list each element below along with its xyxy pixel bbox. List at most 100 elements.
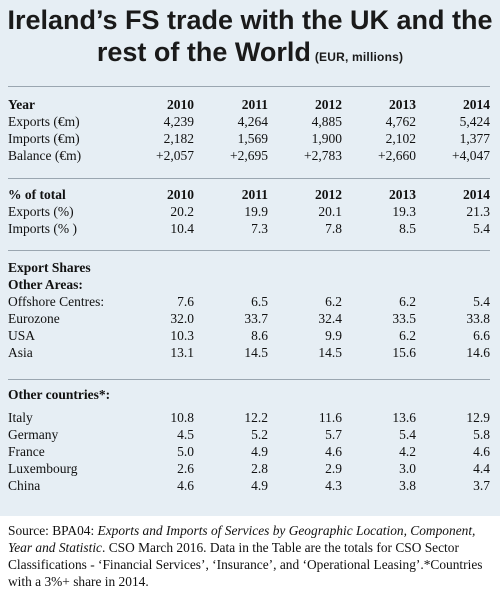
data-cell: 4.6 [325, 444, 342, 459]
table-section-values: Year 2010 2011 2012 2013 2014 Exports (€… [8, 96, 490, 164]
data-cell: 4.9 [251, 444, 268, 459]
data-cell: 21.3 [466, 204, 490, 219]
column-header: 2011 [241, 97, 268, 112]
data-cell: 11.6 [318, 410, 342, 425]
data-cell: 4.9 [251, 478, 268, 493]
row-label: Luxembourg [8, 461, 78, 476]
table-row: Imports (€m) 2,182 1,569 1,900 2,102 1,3… [8, 130, 490, 147]
column-header: 2012 [315, 97, 342, 112]
data-cell: 13.1 [170, 345, 194, 360]
data-cell: 5.8 [473, 427, 490, 442]
data-cell: 6.2 [399, 294, 416, 309]
data-cell: 1,900 [311, 131, 342, 146]
column-header: 2010 [167, 187, 194, 202]
table-row: France 5.0 4.9 4.6 4.2 4.6 [8, 443, 490, 460]
data-cell: 32.0 [170, 311, 194, 326]
row-label: Offshore Centres: [8, 294, 105, 309]
table-row: Exports (€m) 4,239 4,264 4,885 4,762 5,4… [8, 113, 490, 130]
data-cell: 2,182 [163, 131, 194, 146]
data-cell: 8.5 [399, 221, 416, 236]
data-cell: 7.8 [325, 221, 342, 236]
table-row: Imports (% ) 10.4 7.3 7.8 8.5 5.4 [8, 220, 490, 237]
data-cell: 5.2 [251, 427, 268, 442]
data-cell: 10.3 [170, 328, 194, 343]
data-cell: 2.6 [177, 461, 194, 476]
data-cell: 4.2 [399, 444, 416, 459]
data-cell: +2,660 [378, 148, 416, 163]
table-section-areas: Export Shares Other Areas: Offshore Cent… [8, 259, 490, 361]
row-label: Eurozone [8, 311, 60, 326]
row-label: Italy [8, 410, 33, 425]
data-cell: 13.6 [392, 410, 416, 425]
section-header: Year [8, 97, 35, 112]
data-cell: 33.7 [244, 311, 268, 326]
data-cell: 4,762 [385, 114, 416, 129]
data-cell: 2.9 [325, 461, 342, 476]
data-cell: 4.3 [325, 478, 342, 493]
row-label: USA [8, 328, 36, 343]
data-cell: 7.6 [177, 294, 194, 309]
data-cell: 4,239 [163, 114, 194, 129]
data-cell: 3.0 [399, 461, 416, 476]
data-cell: 6.6 [473, 328, 490, 343]
table-header-row: Year 2010 2011 2012 2013 2014 [8, 96, 490, 113]
column-header: 2011 [241, 187, 268, 202]
row-label: Balance (€m) [8, 148, 82, 163]
data-cell: 33.5 [392, 311, 416, 326]
row-label: Imports (€m) [8, 131, 80, 146]
section-title-row: Export Shares [8, 259, 490, 276]
column-header: 2014 [463, 187, 490, 202]
data-cell: +2,057 [156, 148, 194, 163]
data-cell: +4,047 [452, 148, 490, 163]
divider [8, 178, 490, 179]
data-cell: 10.4 [170, 221, 194, 236]
table-header-row: % of total 2010 2011 2012 2013 2014 [8, 186, 490, 203]
source-lead: Source: BPA04: [8, 523, 98, 538]
title-unit: (EUR, millions) [314, 50, 404, 64]
section-title: Export Shares [8, 260, 91, 275]
data-cell: 1,377 [459, 131, 490, 146]
table-row: Germany 4.5 5.2 5.7 5.4 5.8 [8, 426, 490, 443]
table-row: Exports (%) 20.2 19.9 20.1 19.3 21.3 [8, 203, 490, 220]
data-cell: 4,264 [237, 114, 268, 129]
divider [8, 379, 490, 380]
data-cell: 12.2 [244, 410, 268, 425]
data-cell: 4,885 [311, 114, 342, 129]
row-label: Imports (% ) [8, 221, 77, 236]
source-rest: . CSO March 2016. Data in the Table are … [8, 540, 483, 589]
column-header: 2013 [389, 97, 416, 112]
data-cell: 20.2 [170, 204, 194, 219]
data-cell: 2,102 [385, 131, 416, 146]
data-cell: 5.4 [473, 221, 490, 236]
data-cell: 6.2 [399, 328, 416, 343]
data-cell: 4.5 [177, 427, 194, 442]
section-subtitle: Other Areas: [8, 277, 83, 292]
title-line-2-text: rest of the World [96, 37, 311, 67]
table-section-percent: % of total 2010 2011 2012 2013 2014 Expo… [8, 186, 490, 237]
data-cell: 5.7 [325, 427, 342, 442]
data-cell: 6.5 [251, 294, 268, 309]
data-cell: 8.6 [251, 328, 268, 343]
table-section-countries: Other countries*: Italy 10.8 12.2 11.6 1… [8, 386, 490, 494]
title-line-2: rest of the World (EUR, millions) [0, 36, 500, 73]
data-cell: 4.6 [473, 444, 490, 459]
data-cell: 3.8 [399, 478, 416, 493]
table-row: Eurozone 32.0 33.7 32.4 33.5 33.8 [8, 310, 490, 327]
data-cell: 32.4 [318, 311, 342, 326]
table-row: Asia 13.1 14.5 14.5 15.6 14.6 [8, 344, 490, 361]
table-row: Luxembourg 2.6 2.8 2.9 3.0 4.4 [8, 460, 490, 477]
data-cell: 5,424 [459, 114, 490, 129]
data-cell: 7.3 [251, 221, 268, 236]
data-cell: +2,695 [230, 148, 268, 163]
column-header: 2014 [463, 97, 490, 112]
divider [8, 250, 490, 251]
data-cell: 5.4 [399, 427, 416, 442]
data-cell: 4.6 [177, 478, 194, 493]
divider-top [8, 86, 490, 87]
section-title-row: Other Areas: [8, 276, 490, 293]
data-cell: 14.5 [318, 345, 342, 360]
table-row: China 4.6 4.9 4.3 3.8 3.7 [8, 477, 490, 494]
column-header: 2010 [167, 97, 194, 112]
data-cell: +2,783 [304, 148, 342, 163]
data-cell: 19.9 [244, 204, 268, 219]
